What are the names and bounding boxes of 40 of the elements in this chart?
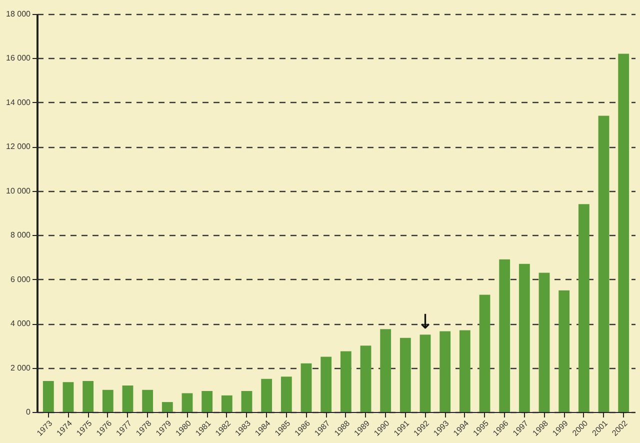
y-tick-label: 4 000	[10, 319, 32, 328]
bar	[320, 356, 332, 412]
bar	[479, 294, 490, 412]
bar	[280, 376, 292, 412]
y-tick-label: 14 000	[6, 98, 32, 107]
bar	[340, 351, 352, 412]
y-tick-label: 16 000	[6, 54, 32, 63]
bar	[499, 259, 510, 412]
bar	[300, 363, 312, 412]
bar	[558, 290, 570, 412]
bar	[538, 272, 550, 412]
bar	[578, 204, 590, 412]
bar	[618, 54, 630, 412]
bar	[459, 330, 470, 412]
bar	[261, 378, 272, 412]
bar	[241, 390, 252, 412]
y-tick-label: 8 000	[10, 230, 32, 240]
bar	[62, 382, 74, 412]
y-tick-label: 18 000	[6, 10, 32, 18]
bar	[360, 346, 372, 412]
bar	[142, 390, 154, 412]
bar	[102, 390, 114, 412]
bar	[420, 334, 431, 412]
bar	[202, 390, 213, 412]
y-tick-label: 12 000	[6, 142, 32, 152]
bar	[162, 402, 173, 412]
bar	[440, 331, 451, 412]
y-tick-label: 0	[26, 408, 32, 416]
bar	[598, 116, 610, 412]
bar	[42, 381, 54, 412]
bar	[518, 264, 530, 412]
bar	[221, 395, 232, 412]
bar	[182, 393, 193, 412]
y-tick-label: 2 000	[10, 363, 32, 372]
y-tick-label: 10 000	[6, 186, 32, 196]
bar	[82, 381, 94, 412]
bar	[400, 338, 411, 412]
y-tick-label: 6 000	[10, 274, 32, 284]
bar	[122, 385, 134, 412]
bar	[380, 329, 392, 412]
